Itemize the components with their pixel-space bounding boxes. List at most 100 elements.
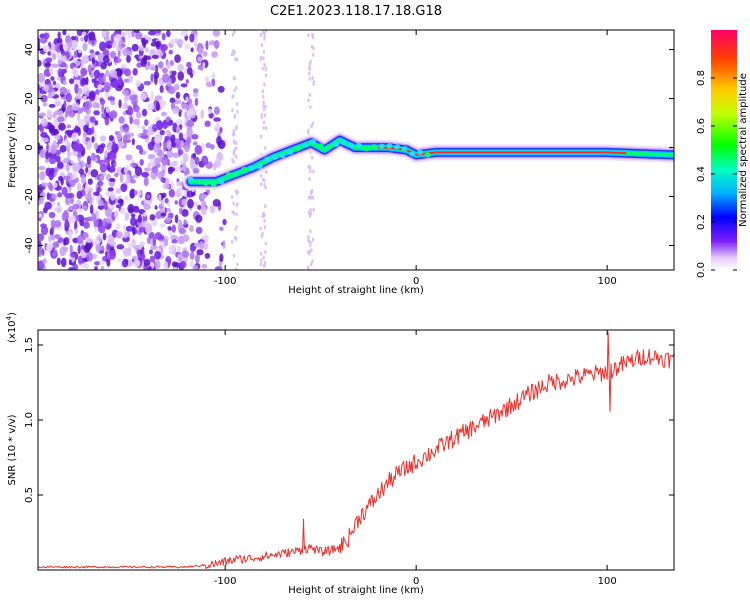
spectrogram-y-tick-label: -40: [24, 237, 35, 253]
noise-streak: [263, 145, 267, 150]
noise-streak: [232, 128, 235, 133]
noise-blob: [178, 111, 182, 117]
noise-blob: [213, 117, 221, 122]
noise-blob: [193, 41, 198, 49]
noise-blob: [161, 32, 166, 41]
noise-blob: [197, 47, 204, 55]
noise-streak: [307, 265, 310, 270]
noise-blob: [124, 127, 130, 132]
noise-blob: [199, 240, 204, 250]
noise-blob: [178, 207, 183, 215]
noise-blob: [99, 163, 108, 173]
noise-blob: [188, 225, 194, 233]
noise-blob: [162, 73, 170, 83]
noise-blob: [184, 67, 188, 75]
noise-blob: [63, 237, 70, 246]
noise-streak: [264, 204, 267, 209]
noise-blob: [204, 120, 211, 127]
noise-blob: [65, 35, 72, 44]
snr-series-line: [38, 331, 674, 569]
noise-blob: [211, 72, 216, 82]
noise-streak: [310, 44, 314, 49]
noise-blob: [160, 169, 166, 177]
noise-blob: [200, 205, 207, 216]
noise-blob: [172, 37, 179, 44]
noise-blob: [127, 242, 136, 248]
snr-x-axis-label: Height of straight line (km): [288, 585, 424, 596]
noise-blob: [185, 79, 189, 84]
noise-blob: [46, 143, 50, 153]
noise-blob: [66, 149, 71, 160]
noise-blob: [137, 249, 142, 259]
noise-blob: [180, 83, 188, 88]
noise-blob: [38, 173, 41, 179]
noise-blob: [131, 255, 139, 260]
noise-blob: [57, 116, 65, 123]
noise-streak: [260, 251, 263, 256]
spectrogram-y-tick-label: 0: [24, 144, 35, 150]
noise-blob: [70, 159, 75, 164]
noise-streak: [264, 185, 267, 190]
noise-blob: [42, 101, 48, 107]
noise-streak: [262, 255, 265, 260]
noise-blob: [210, 143, 215, 150]
noise-blob: [212, 30, 221, 37]
noise-blob: [141, 125, 146, 130]
noise-streak: [231, 209, 234, 214]
noise-blob: [171, 160, 178, 167]
noise-blob: [106, 257, 111, 267]
noise-blob: [142, 212, 147, 217]
noise-blob: [39, 170, 46, 181]
noise-streak: [308, 76, 311, 81]
noise-blob: [120, 207, 127, 215]
noise-blob: [167, 226, 172, 231]
noise-blob: [77, 118, 86, 129]
noise-blob: [135, 79, 142, 87]
noise-blob: [159, 85, 164, 94]
noise-streak: [231, 132, 235, 137]
noise-blob: [222, 218, 227, 226]
noise-blob: [182, 30, 189, 37]
noise-blob: [166, 150, 174, 158]
noise-blob: [80, 73, 84, 79]
noise-blob: [55, 155, 61, 163]
ridge-blob: [386, 143, 393, 149]
noise-blob: [189, 245, 196, 253]
noise-blob: [160, 177, 166, 183]
snr-y-tick-label: 1.0: [24, 412, 35, 428]
noise-streak: [235, 141, 238, 146]
noise-blob: [52, 182, 58, 189]
noise-blob: [120, 183, 128, 192]
noise-blob: [164, 197, 169, 204]
noise-streak: [307, 33, 310, 38]
snr-y-tick-label: 0.5: [24, 487, 35, 503]
ridge-blob: [348, 142, 355, 148]
noise-blob: [154, 205, 158, 210]
noise-blob: [184, 43, 191, 50]
noise-streak: [309, 190, 313, 195]
noise-blob: [167, 86, 176, 95]
noise-blob: [131, 43, 139, 52]
noise-streak: [309, 105, 312, 110]
noise-blob: [168, 166, 176, 173]
noise-blob: [144, 47, 150, 53]
noise-blob: [119, 68, 123, 76]
noise-streak: [307, 195, 311, 200]
noise-blob: [147, 153, 156, 160]
noise-blob: [54, 115, 58, 123]
noise-blob: [45, 57, 53, 64]
noise-blob: [62, 30, 67, 36]
noise-blob: [68, 109, 76, 118]
noise-blob: [182, 153, 189, 163]
noise-blob: [124, 212, 130, 221]
ridge-blob: [378, 143, 385, 149]
noise-blob: [147, 103, 155, 111]
noise-blob: [181, 198, 188, 206]
noise-streak: [262, 263, 266, 268]
noise-blob: [86, 140, 92, 151]
noise-blob: [177, 63, 184, 72]
noise-blob: [128, 74, 133, 83]
noise-streak: [263, 225, 267, 230]
noise-streak: [311, 195, 315, 200]
